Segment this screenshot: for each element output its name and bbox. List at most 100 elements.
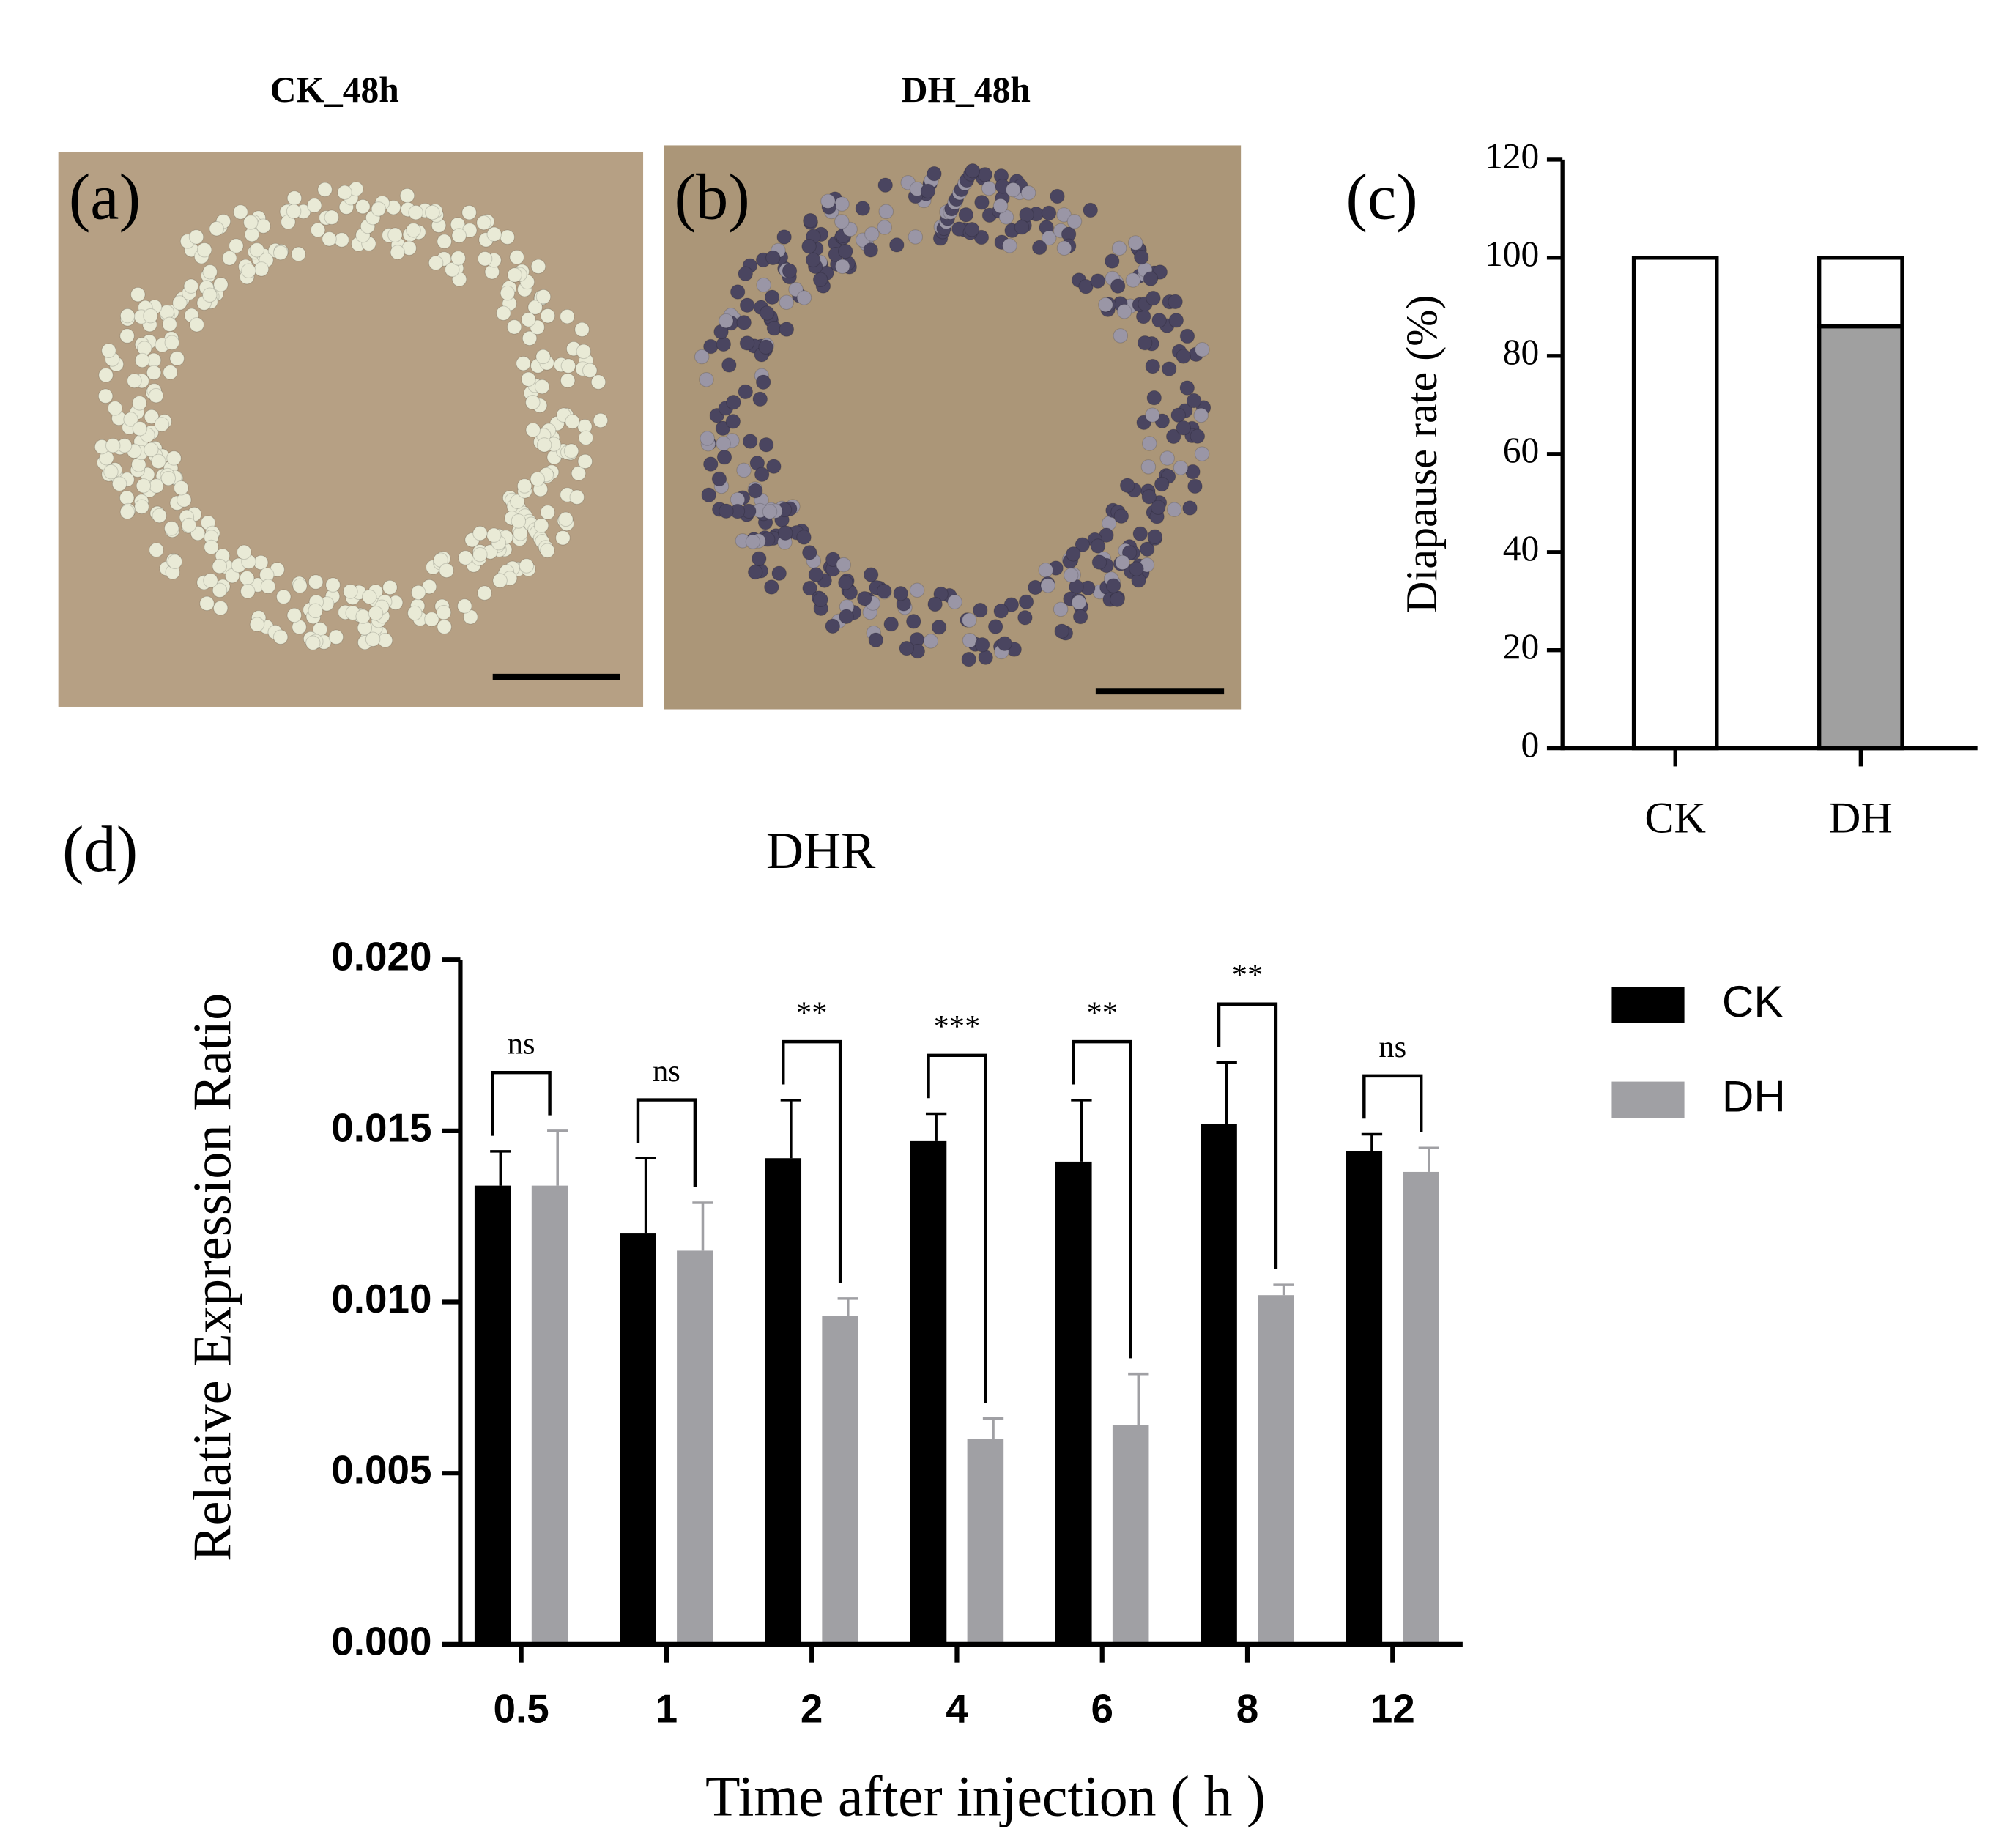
egg bbox=[212, 558, 228, 574]
egg bbox=[1145, 407, 1160, 423]
egg bbox=[148, 387, 164, 404]
egg bbox=[1146, 390, 1162, 406]
egg bbox=[477, 585, 492, 601]
egg bbox=[1166, 502, 1182, 517]
egg bbox=[560, 373, 576, 388]
egg bbox=[119, 490, 135, 505]
egg bbox=[931, 620, 947, 635]
egg bbox=[540, 505, 556, 520]
egg bbox=[410, 585, 426, 601]
bar bbox=[474, 1185, 511, 1644]
egg bbox=[308, 574, 324, 590]
egg bbox=[776, 229, 792, 245]
egg bbox=[399, 188, 415, 204]
egg bbox=[779, 322, 795, 337]
panel-label: (d) bbox=[62, 814, 138, 886]
egg bbox=[525, 422, 541, 438]
y-tick-label: 60 bbox=[1503, 430, 1540, 470]
y-tick-label: 0.020 bbox=[331, 934, 431, 979]
egg bbox=[204, 539, 219, 555]
egg bbox=[324, 209, 340, 225]
egg bbox=[927, 166, 942, 182]
egg bbox=[445, 261, 460, 278]
egg bbox=[224, 568, 240, 584]
egg bbox=[472, 525, 488, 541]
egg bbox=[343, 584, 358, 599]
egg bbox=[437, 619, 452, 635]
egg bbox=[202, 287, 218, 303]
egg bbox=[764, 579, 779, 595]
egg bbox=[424, 612, 439, 627]
egg bbox=[1038, 563, 1054, 578]
egg bbox=[560, 358, 576, 374]
significance-bracket bbox=[1072, 1039, 1132, 1359]
egg bbox=[1125, 272, 1141, 288]
egg bbox=[407, 605, 423, 621]
egg bbox=[536, 437, 552, 453]
egg bbox=[758, 437, 774, 453]
egg bbox=[1104, 253, 1120, 269]
legend-label: CK bbox=[1722, 977, 1784, 1026]
egg bbox=[699, 372, 714, 387]
egg bbox=[199, 595, 215, 612]
egg bbox=[1040, 578, 1055, 593]
egg bbox=[134, 499, 149, 515]
bar bbox=[967, 1439, 1004, 1644]
egg bbox=[152, 508, 167, 524]
egg bbox=[701, 487, 716, 502]
egg bbox=[163, 365, 178, 380]
significance-label: *** bbox=[934, 1009, 981, 1044]
egg bbox=[1143, 271, 1159, 286]
egg bbox=[272, 245, 289, 261]
egg bbox=[436, 604, 452, 620]
egg bbox=[496, 305, 511, 321]
egg bbox=[132, 420, 148, 437]
egg bbox=[521, 371, 536, 387]
egg bbox=[166, 450, 182, 466]
y-tick-label: 0.010 bbox=[331, 1276, 431, 1321]
egg bbox=[574, 322, 590, 338]
chart-title: DHR bbox=[766, 823, 876, 880]
egg bbox=[260, 579, 276, 594]
bar bbox=[620, 1233, 656, 1644]
egg bbox=[365, 631, 381, 647]
egg bbox=[758, 339, 773, 355]
y-tick-label: 0.000 bbox=[331, 1618, 431, 1663]
egg bbox=[576, 344, 592, 360]
egg bbox=[98, 367, 114, 383]
egg bbox=[519, 558, 535, 574]
egg bbox=[136, 478, 152, 494]
egg bbox=[1054, 623, 1069, 639]
egg bbox=[700, 431, 715, 446]
egg bbox=[101, 343, 116, 359]
egg bbox=[1019, 207, 1034, 223]
egg bbox=[310, 222, 326, 238]
egg bbox=[808, 567, 824, 582]
egg bbox=[1137, 335, 1153, 351]
bar-segment bbox=[1631, 256, 1719, 751]
egg bbox=[1050, 188, 1065, 204]
egg bbox=[188, 229, 204, 245]
egg bbox=[805, 252, 821, 268]
egg bbox=[172, 295, 188, 311]
egg bbox=[292, 578, 308, 594]
y-axis-label: Relative Expression Ratio bbox=[182, 993, 242, 1562]
egg bbox=[151, 453, 166, 470]
egg bbox=[428, 255, 444, 271]
egg bbox=[212, 600, 229, 616]
egg bbox=[1090, 273, 1106, 289]
significance-bracket bbox=[927, 1053, 987, 1403]
egg bbox=[291, 246, 306, 262]
egg bbox=[947, 594, 962, 610]
legend-swatch bbox=[1611, 987, 1685, 1023]
egg bbox=[1078, 278, 1094, 294]
egg bbox=[593, 412, 609, 428]
egg bbox=[909, 582, 925, 598]
bar bbox=[1055, 1161, 1092, 1644]
egg bbox=[974, 195, 990, 210]
egg bbox=[868, 632, 884, 647]
egg bbox=[337, 185, 352, 201]
egg bbox=[306, 198, 322, 213]
egg bbox=[748, 483, 763, 499]
